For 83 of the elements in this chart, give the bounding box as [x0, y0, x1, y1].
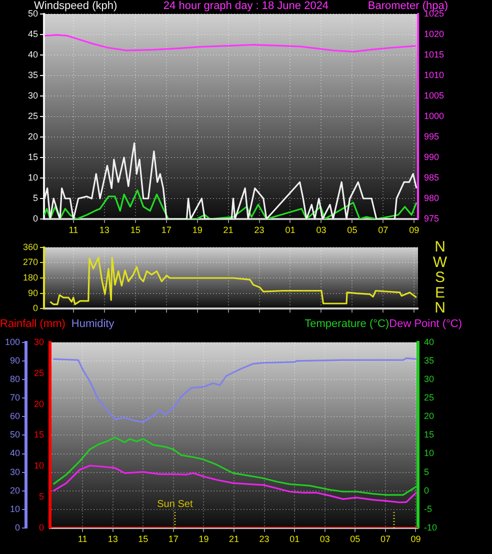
x-tick-label: 21 [228, 534, 240, 544]
y2-tick-label: 1020 [424, 28, 444, 39]
y-tick-label: 60 [10, 411, 20, 422]
x-tick-label: 11 [78, 534, 88, 544]
y2-tick-label: 985 [424, 172, 440, 182]
y2-tick-label: 1015 [424, 49, 444, 60]
x-tick-label: 13 [99, 224, 110, 235]
x-tick-label: 09 [409, 224, 420, 235]
x-tick-label: 01 [290, 534, 300, 544]
x-tick-label: 17 [161, 224, 172, 235]
text: Rainfall (mm) [0, 318, 66, 330]
y3-tick-label: -5 [424, 504, 432, 514]
y-tick-label: 360 [22, 242, 38, 252]
text: Dew Point (°C) [389, 318, 462, 330]
x-tick-label: 23 [254, 224, 264, 235]
y-tick-label: 0 [32, 303, 38, 314]
y3-tick-label: 25 [424, 392, 434, 403]
y-tick-label: 0 [32, 213, 38, 224]
y2-tick-label: 990 [424, 152, 440, 162]
y2-tick-label: 975 [424, 213, 440, 224]
y2-tick-label: 995 [424, 131, 440, 142]
y-tick-label: 270 [22, 257, 38, 268]
y-tick-label: 10 [28, 172, 38, 182]
x-tick-label: 07 [380, 534, 390, 544]
text: N [434, 238, 446, 256]
ref-line-label: Sun Set [157, 499, 193, 510]
x-tick-label: 09 [410, 534, 421, 544]
text: Temperature (°C) [304, 318, 390, 330]
y-tick-label: 35 [28, 70, 38, 80]
y3-tick-label: 40 [424, 336, 434, 347]
text: N [434, 300, 446, 317]
x-tick-label: 15 [138, 534, 148, 544]
y-tick-label: 30 [10, 466, 20, 477]
x-tick-label: 11 [68, 224, 78, 235]
x-tick-label: 13 [108, 534, 118, 544]
y-tick-label: 0 [14, 522, 20, 532]
y-tick-label: 5 [32, 192, 38, 203]
y3-tick-label: -10 [424, 522, 438, 532]
y2-tick-label: 1000 [424, 110, 444, 121]
x-tick-label: 23 [259, 534, 270, 544]
x-tick-label: 03 [320, 534, 330, 544]
y3-tick-label: 30 [424, 374, 434, 384]
y3-tick-label: 10 [424, 448, 434, 458]
y-tick-label: 20 [10, 485, 20, 496]
y2-tick-label: 1005 [424, 90, 444, 100]
y3-tick-label: 15 [424, 430, 434, 440]
text: Humidity [71, 318, 114, 330]
x-tick-label: 21 [223, 224, 234, 235]
y-tick-label: 25 [28, 110, 38, 121]
y-tick-label: 30 [28, 90, 38, 100]
x-tick-label: 15 [130, 224, 140, 235]
y2-tick-label: 980 [424, 192, 440, 203]
y3-tick-label: 20 [424, 411, 434, 422]
y3-tick-label: 0 [424, 485, 430, 496]
x-tick-label: 03 [316, 224, 326, 235]
x-tick-label: 19 [192, 224, 202, 235]
y-tick-label: 40 [10, 448, 20, 458]
y2-tick-label: 1010 [424, 70, 444, 80]
text: S [434, 269, 446, 286]
y-tick-label: 45 [28, 28, 38, 39]
chart-title: 24 hour graph day : 18 June 2024 [163, 0, 329, 12]
y-tick-label: 50 [10, 430, 20, 440]
y-tick-label: 180 [22, 272, 38, 282]
y3-tick-label: 35 [424, 355, 434, 366]
y-tick-label: 10 [10, 504, 20, 514]
x-tick-label: 05 [350, 534, 360, 544]
y-tick-label: 15 [28, 152, 38, 162]
y-tick-label: 70 [10, 392, 20, 403]
y-tick-label: 40 [28, 49, 38, 60]
y-tick-label: 90 [10, 355, 20, 366]
x-tick-label: 17 [168, 534, 178, 544]
y2-axis-title: Barometer (hpa) [368, 0, 448, 12]
y3-tick-label: 5 [424, 466, 430, 477]
text: W [432, 254, 448, 271]
x-tick-label: 07 [378, 224, 388, 235]
text: E [434, 284, 446, 302]
y-tick-label: 100 [4, 336, 20, 347]
y-tick-label: 90 [28, 288, 38, 298]
x-tick-label: 01 [285, 224, 296, 235]
y-tick-label: 20 [28, 131, 38, 142]
x-tick-label: 19 [198, 534, 209, 544]
x-tick-label: 05 [347, 224, 358, 235]
y-tick-label: 80 [10, 374, 20, 384]
